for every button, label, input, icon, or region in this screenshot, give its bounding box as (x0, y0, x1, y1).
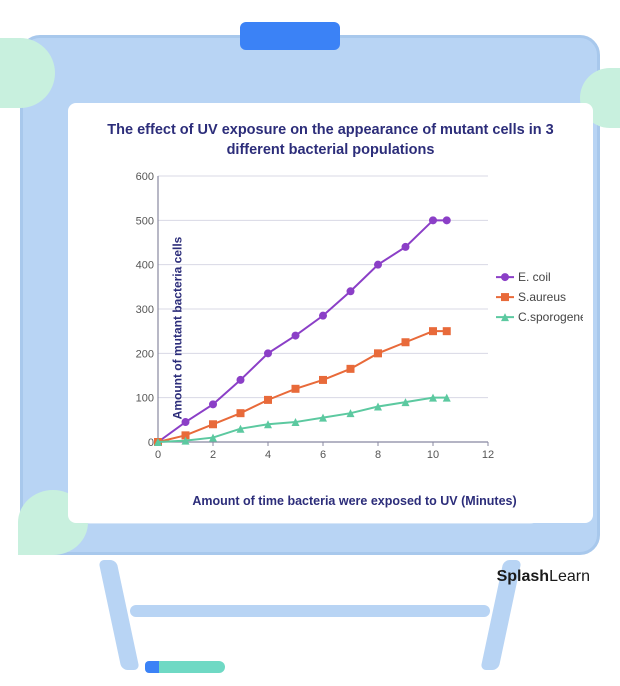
chart-panel: The effect of UV exposure on the appeara… (68, 103, 593, 523)
svg-text:500: 500 (136, 215, 154, 227)
easel-board: The effect of UV exposure on the appeara… (20, 35, 600, 555)
board-top-tab (240, 22, 340, 50)
svg-text:0: 0 (155, 449, 161, 461)
svg-text:C.sporogenes: C.sporogenes (518, 310, 583, 324)
brand-rest: Learn (549, 568, 590, 585)
svg-text:300: 300 (136, 304, 154, 316)
brand-bold: Splash (497, 568, 549, 585)
svg-text:100: 100 (136, 393, 154, 405)
plot-area: Amount of mutant bacteria cells 01002003… (128, 168, 571, 488)
x-axis-label: Amount of time bacteria were exposed to … (128, 494, 581, 508)
svg-text:400: 400 (136, 260, 154, 272)
chart-title: The effect of UV exposure on the appeara… (80, 121, 581, 160)
svg-text:4: 4 (265, 449, 271, 461)
easel-crossbar (130, 605, 490, 617)
svg-text:200: 200 (136, 348, 154, 360)
y-axis-label: Amount of mutant bacteria cells (170, 237, 184, 420)
chart-svg: 0 100 200 300 400 500 600 0 2 4 6 8 10 12 E. coil S.aur… (128, 168, 583, 468)
marker-pen-icon (145, 660, 225, 674)
svg-text:S.aureus: S.aureus (518, 290, 566, 304)
svg-text:0: 0 (148, 437, 154, 449)
svg-text:10: 10 (427, 449, 439, 461)
easel-leg-left (98, 560, 139, 670)
svg-text:E. coil: E. coil (518, 270, 551, 284)
svg-text:600: 600 (136, 171, 154, 183)
svg-text:6: 6 (320, 449, 326, 461)
svg-text:12: 12 (482, 449, 494, 461)
svg-text:2: 2 (210, 449, 216, 461)
brand-logo: SplashLearn (497, 568, 590, 586)
svg-text:8: 8 (375, 449, 381, 461)
